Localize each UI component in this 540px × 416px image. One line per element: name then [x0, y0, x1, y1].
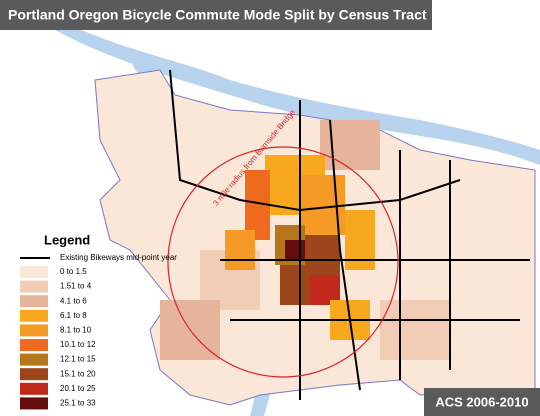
legend-label: 12.1 to 15	[60, 355, 96, 364]
legend-label: 6.1 to 8	[60, 311, 87, 320]
legend-swatch	[20, 382, 48, 395]
legend-swatch	[20, 280, 48, 293]
legend-swatch	[20, 397, 48, 410]
badge-box	[424, 388, 540, 416]
legend-label: 15.1 to 20	[60, 369, 96, 378]
legend-items: 0 to 1.5 1.51 to 4 4.1 to 6 6.1 to 8 8.1 to …	[20, 257, 96, 410]
legend-swatch	[20, 324, 48, 337]
legend-label: 4.1 to 6	[60, 296, 87, 305]
legend-swatch	[20, 309, 48, 322]
legend-line-label: Existing Bikeways mid-point year	[60, 253, 177, 262]
legend-swatch	[20, 295, 48, 308]
title-box	[0, 0, 432, 30]
legend-label: 0 to 1.5	[60, 267, 87, 276]
legend-label: 1.51 to 4	[60, 282, 92, 291]
legend-label: 10.1 to 12	[60, 340, 96, 349]
legend-swatch	[20, 339, 48, 351]
legend-swatch	[20, 368, 48, 381]
legend-swatch	[20, 266, 48, 278]
legend-label: 8.1 to 10	[60, 326, 92, 335]
bikeways	[169, 69, 530, 400]
badge: ACS 2006-2010	[435, 394, 528, 409]
legend-title: Legend	[44, 232, 90, 247]
title: Portland Oregon Bicycle Commute Mode Spl…	[8, 7, 427, 23]
legend-label: 20.1 to 25	[60, 384, 96, 393]
columbia-river	[55, 20, 540, 165]
legend-label: 25.1 to 33	[60, 399, 96, 408]
legend-swatch	[20, 353, 48, 366]
radius-circle	[167, 146, 399, 378]
